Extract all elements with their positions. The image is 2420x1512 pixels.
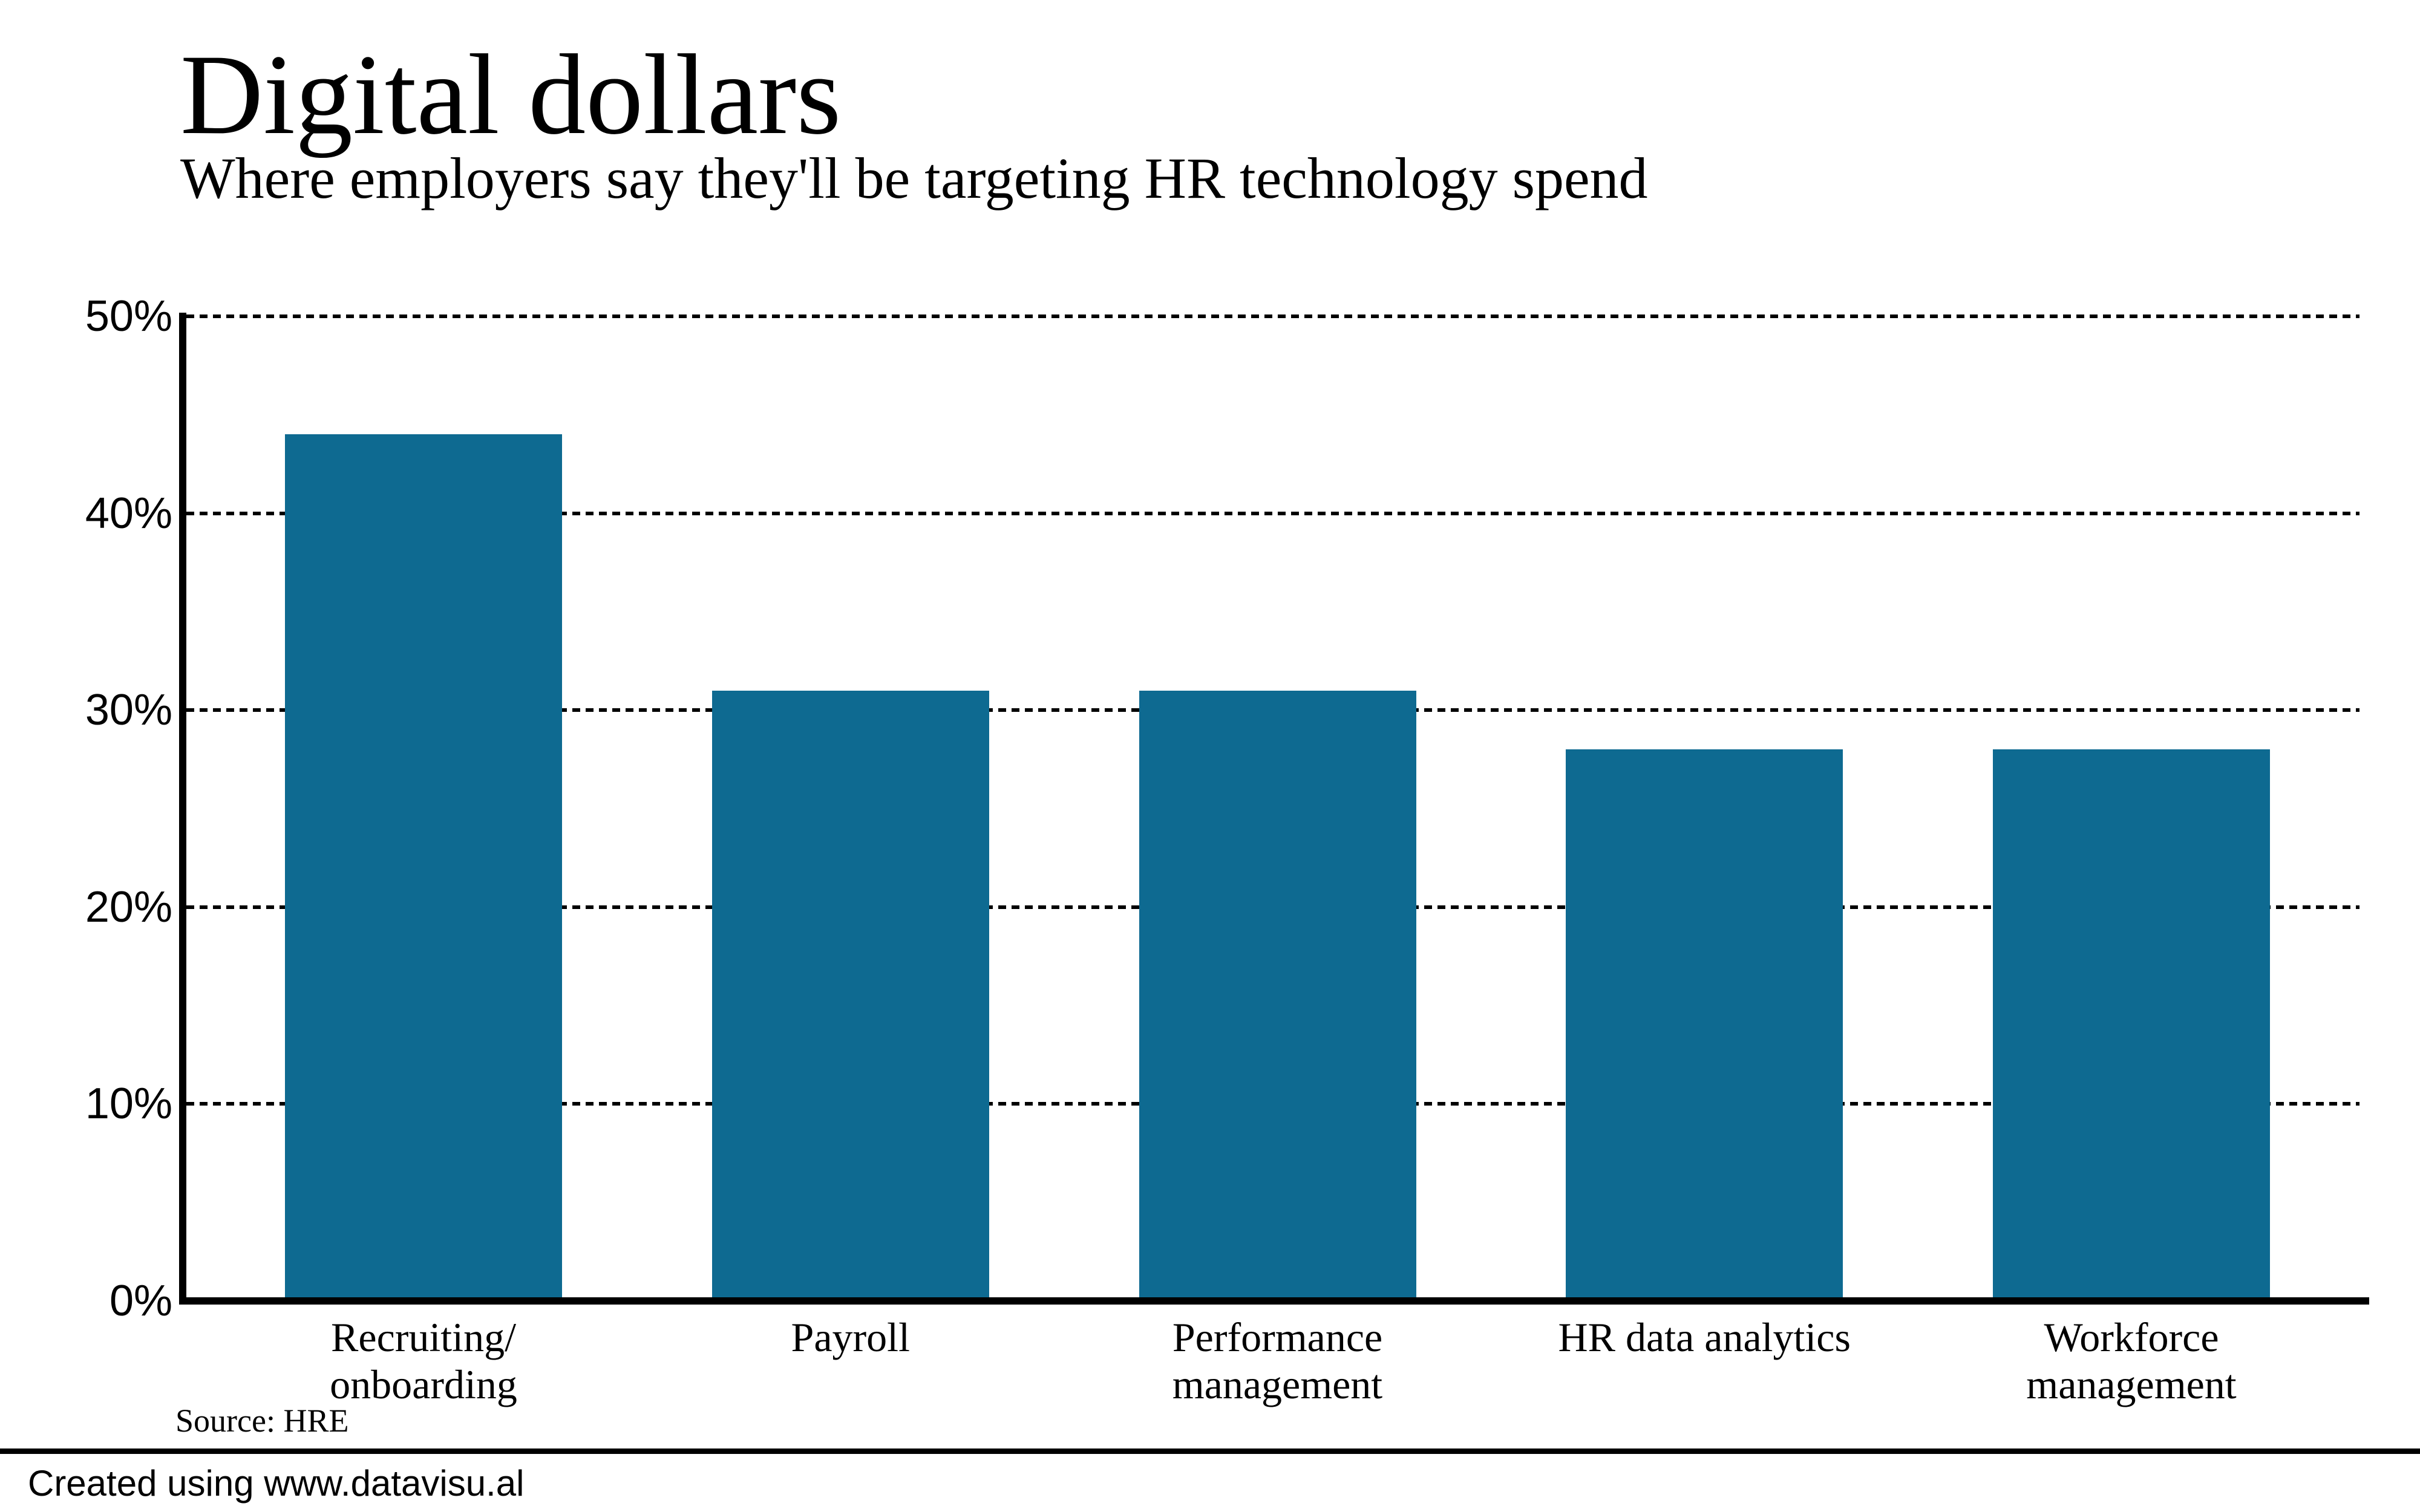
bar-2 [1139,690,1416,1301]
x-category-label-1: Payroll [791,1314,910,1360]
chart-subtitle: Where employers say they'll be targeting… [180,146,1648,210]
bar-3 [1566,749,1843,1301]
y-axis-line [179,313,186,1305]
y-tick-label-10: 10% [85,1080,172,1129]
y-tick-label-50: 50% [85,292,172,341]
source-note: Source: HRE [175,1403,349,1439]
bar-1 [711,690,989,1301]
gridline-50 [186,314,2360,318]
x-category-label-2: Performance management [1172,1314,1383,1408]
x-category-label-4: Workforce management [2026,1314,2237,1408]
x-category-label-0: Recruiting/ onboarding [330,1314,517,1408]
chart-title: Digital dollars [180,31,842,158]
gridline-40 [186,511,2360,515]
bar-0 [285,434,562,1301]
bar-4 [1993,749,2270,1301]
y-tick-label-30: 30% [85,686,172,735]
footer-divider-line [0,1448,2420,1454]
x-category-label-3: HR data analytics [1558,1314,1851,1360]
x-axis-line [179,1297,2369,1305]
y-tick-label-40: 40% [85,489,172,538]
y-tick-label-0: 0% [109,1277,172,1325]
y-tick-label-20: 20% [85,882,172,931]
credit-note: Created using www.datavisu.al [28,1463,525,1504]
